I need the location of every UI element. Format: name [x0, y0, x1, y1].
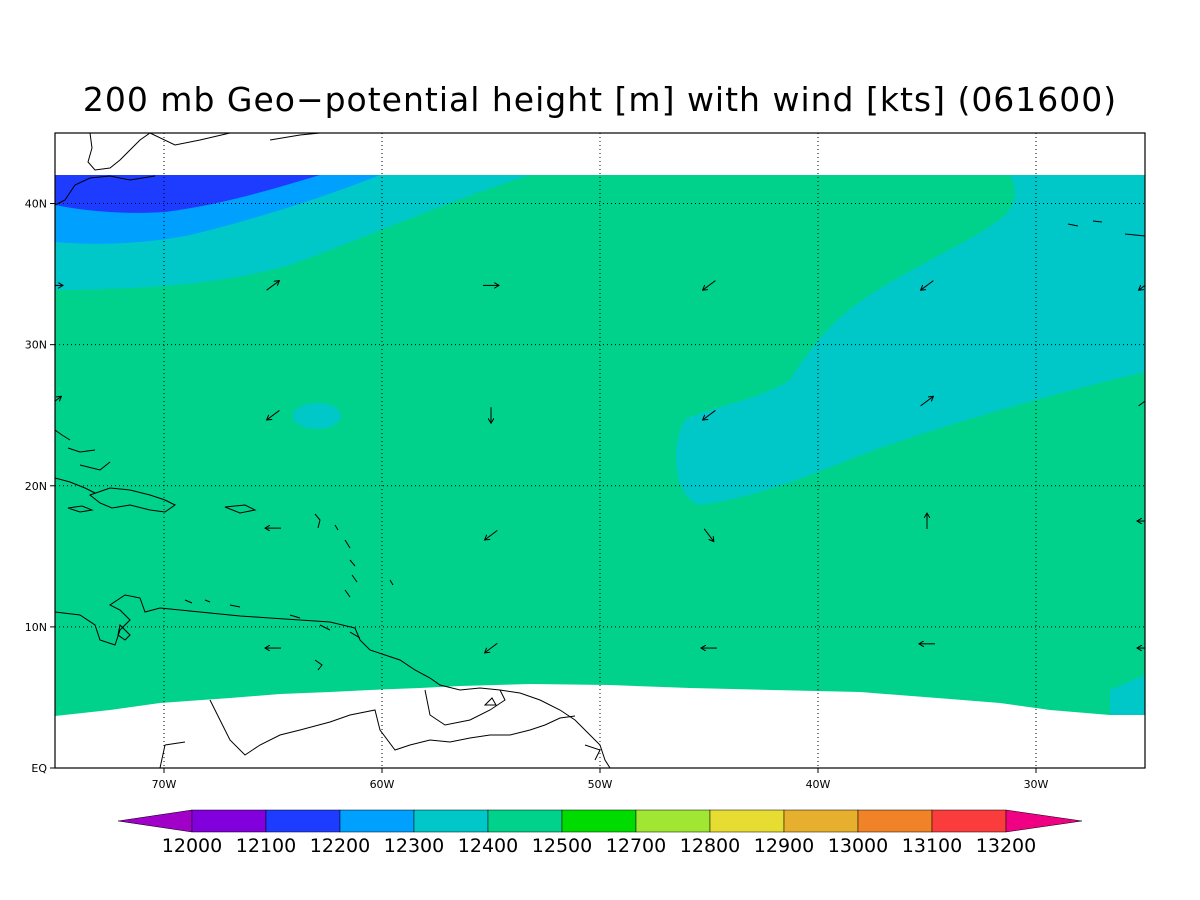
border-colombia — [159, 741, 186, 768]
wind-arrow — [921, 280, 934, 291]
coast-lesser-antilles — [314, 513, 394, 598]
wind-arrow — [485, 529, 498, 540]
colorbar-level-label: 12300 — [384, 835, 444, 857]
border-venezuela-guyana — [209, 699, 576, 756]
coast-puerto-rico — [224, 504, 257, 514]
colorbar-swatch — [709, 809, 785, 833]
coast-jamaica — [67, 505, 94, 513]
height-field — [55, 133, 1145, 768]
wind-arrow — [485, 642, 498, 653]
colorbar-level-label: 12800 — [680, 835, 740, 857]
coast-hispaniola — [88, 487, 176, 513]
colorbar-over-triangle — [1005, 809, 1083, 833]
coast-new-york — [55, 175, 156, 206]
wind-arrow — [1139, 284, 1145, 291]
y-tick-label: 40N — [25, 198, 47, 211]
grid-lines — [55, 133, 1145, 768]
coast-bahamas-2 — [67, 447, 96, 453]
colorbar-swatch — [635, 809, 711, 833]
lake-brokopondo — [483, 697, 497, 706]
coast-newfoundland — [269, 133, 321, 141]
colorbar-swatch — [413, 809, 489, 833]
colorbar-swatch — [931, 809, 1007, 833]
border-guyana-suriname — [424, 689, 506, 726]
height-band-12300-east — [675, 175, 1145, 505]
coast-azores-2 — [1092, 220, 1103, 223]
wind-arrow — [703, 410, 716, 420]
height-band-12100 — [55, 175, 320, 213]
colorbar-level-label: 13100 — [902, 835, 962, 857]
colorbar-level-label: 12000 — [162, 835, 222, 857]
coast-nova-scotia — [149, 133, 231, 146]
coast-azores-1 — [1067, 223, 1079, 227]
colorbar-swatch — [265, 809, 341, 833]
coast-bahamas-1 — [55, 429, 71, 441]
colorbar-swatch — [487, 809, 563, 833]
colorbar-level-label: 12500 — [532, 835, 592, 857]
coast-new-england — [87, 133, 151, 171]
x-tick-label: 40W — [806, 778, 831, 791]
coast-maracaibo — [117, 623, 131, 641]
colorbar-level-label: 12100 — [236, 835, 296, 857]
x-tick-label: 30W — [1024, 778, 1049, 791]
colorbar-swatch — [561, 809, 637, 833]
colorbar-under-triangle — [117, 809, 193, 833]
wind-arrow — [1138, 400, 1145, 407]
colorbar-level-label: 13000 — [828, 835, 888, 857]
colorbar-swatch — [339, 809, 415, 833]
x-tick-label: 70W — [152, 778, 177, 791]
colorbar-swatch — [857, 809, 933, 833]
colorbar: 12000 12100 12200 12300 12400 12500 12700 12800… — [117, 809, 1083, 857]
colorbar-level-label: 13200 — [976, 835, 1036, 857]
wind-arrow — [703, 528, 714, 542]
coast-south-america — [55, 594, 611, 768]
colorbar-level-label: 12900 — [754, 835, 814, 857]
coast-margarita — [314, 659, 323, 671]
wind-arrow — [55, 396, 62, 402]
colorbar-swatch — [191, 809, 267, 833]
y-tick-label: EQ — [31, 762, 47, 775]
wind-arrow — [266, 281, 280, 291]
colorbar-level-label: 12400 — [458, 835, 518, 857]
coast-azores-3 — [1124, 233, 1145, 237]
wind-arrow — [703, 280, 716, 291]
x-tick-label: 50W — [588, 778, 613, 791]
x-axis-ticks: 70W 60W 50W 40W 30W — [152, 768, 1049, 791]
coastlines — [55, 133, 1145, 768]
wind-arrow — [920, 396, 934, 407]
coast-trinidad — [289, 614, 361, 639]
colorbar-swatch — [783, 809, 859, 833]
coast-abc-islands — [184, 599, 241, 608]
map-title: 200 mb Geo−potential height [m] with win… — [82, 80, 1118, 119]
y-tick-label: 10N — [25, 621, 47, 634]
y-tick-label: 20N — [25, 480, 47, 493]
coast-bahamas-3 — [79, 461, 111, 471]
height-blob-12300 — [293, 403, 341, 429]
wind-vectors — [55, 280, 1145, 653]
y-tick-label: 30N — [25, 339, 47, 352]
colorbar-level-label: 12200 — [310, 835, 370, 857]
height-band-12300-south — [1110, 675, 1145, 715]
y-axis-ticks: EQ 10N 20N 30N 40N — [25, 198, 55, 775]
coast-cuba — [55, 477, 96, 494]
x-tick-label: 60W — [370, 778, 395, 791]
wind-arrow — [267, 410, 280, 420]
colorbar-level-label: 12700 — [606, 835, 666, 857]
